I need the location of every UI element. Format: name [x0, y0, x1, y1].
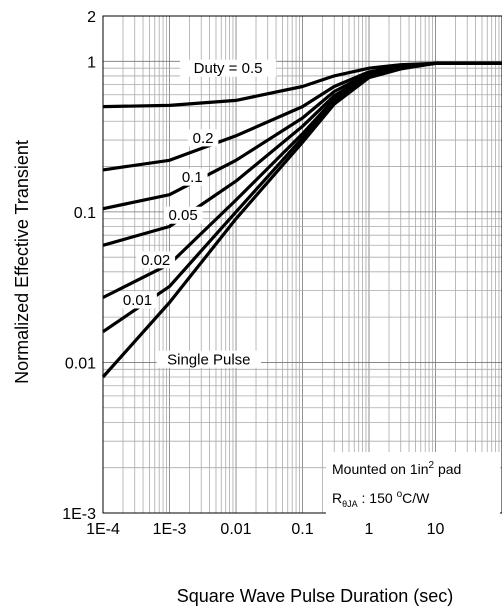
series-line-single-pulse: [101, 61, 502, 379]
mounting-annotation: Mounted on 1in2 pad RθJA : 150 oC/W: [326, 452, 500, 514]
curve-label-bg: [163, 206, 203, 224]
curve-label-0-1: 0.1: [182, 169, 203, 186]
curve-label-bg: [176, 168, 208, 186]
x-tick-label: 0.01: [220, 521, 251, 538]
y-axis-title: Normalized Effective Transient: [12, 140, 32, 384]
y-tick-label: 1: [87, 54, 96, 71]
x-tick-label: 0.1: [291, 521, 313, 538]
y-tick-label: 2: [87, 9, 96, 26]
y-tick-labels: 1E-3 0.01 0.1 1 2: [62, 9, 96, 523]
plot-frame: [102, 15, 502, 514]
curve-labels: Duty = 0.5 0.2 0.1 0.05 0.02 0.01 Single Pulse: [118, 59, 277, 368]
x-tick-label: 1E-4: [86, 521, 120, 538]
curve-label-bg: [179, 59, 277, 77]
curve-label-bg: [118, 291, 157, 309]
y-tick-label: 0.01: [65, 355, 96, 372]
curve-label-bg: [156, 350, 262, 368]
curve-label-0-01: 0.01: [123, 292, 152, 309]
y-tick-label: 1E-3: [62, 506, 96, 523]
curve-label-0-5: Duty = 0.5: [194, 60, 263, 77]
mounted-on-pad-text: Mounted on 1in2 pad: [332, 460, 461, 477]
curve-label-0-02: 0.02: [141, 252, 170, 269]
curve-label-bg: [136, 251, 176, 269]
curve-label-single-pulse: Single Pulse: [167, 351, 250, 368]
x-tick-labels: 1E-4 1E-3 0.01 0.1 1 10: [86, 521, 444, 538]
curve-label-bg: [187, 129, 219, 147]
x-tick-label: 1: [365, 521, 374, 538]
curve-label-0-2: 0.2: [193, 130, 214, 147]
x-tick-label: 10: [427, 521, 445, 538]
x-axis-title: Square Wave Pulse Duration (sec): [177, 586, 453, 606]
curve-label-0-05: 0.05: [168, 207, 197, 224]
y-tick-label: 0.1: [74, 205, 96, 222]
x-tick-label: 1E-3: [153, 521, 187, 538]
thermal-resistance-text: RθJA : 150 oC/W: [332, 489, 430, 509]
